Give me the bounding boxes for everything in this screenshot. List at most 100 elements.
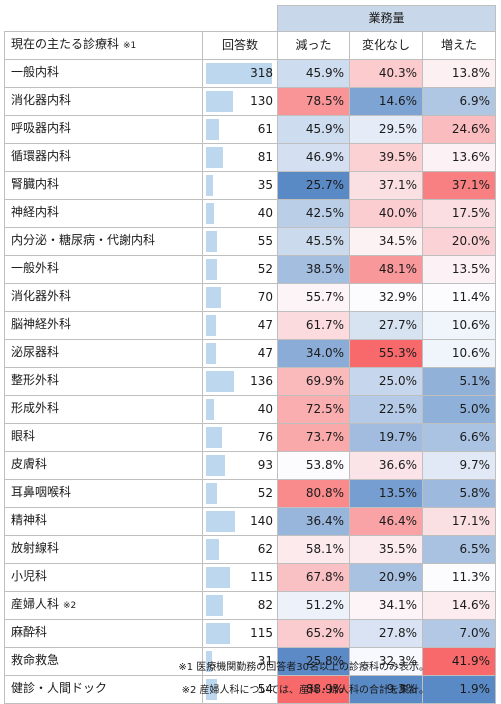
dept-cell: 産婦人科 ※2 [4,591,203,620]
dept-cell: 泌尿器科 [4,339,203,368]
increased-cell: 5.1% [421,367,497,396]
dept-column-label: 現在の主たる診療科 [11,37,120,51]
count-value: 70 [257,290,273,304]
dept-name: 形成外科 [11,401,60,415]
increased-cell: 6.6% [421,423,497,452]
unchanged-cell: 22.5% [349,395,423,424]
table-row: 脳神経外科 47 61.7% 27.7% 10.6% [4,311,497,340]
dept-note: ※2 [63,601,77,611]
count-value: 40 [257,402,273,416]
table-row: 眼科 76 73.7% 19.7% 6.6% [4,423,497,452]
count-column-header: 回答数 [202,31,278,60]
dept-name: 消化器内科 [11,93,72,107]
workload-table: 業務量 現在の主たる診療科 ※1 回答数 減った 変化なし 増えた 一般内科 318… [4,5,497,704]
count-cell: 55 [202,227,278,256]
count-bar [206,147,223,168]
table-body: 一般内科 318 45.9% 40.3% 13.8% 消化器内科 130 78.5% 14.6%… [4,59,497,704]
count-bar [206,287,221,308]
increased-cell: 17.5% [421,199,497,228]
dept-column-header: 現在の主たる診療科 ※1 [4,31,203,60]
dept-name: 一般外科 [11,261,60,275]
decreased-cell: 67.8% [277,563,350,592]
dept-name: 神経内科 [11,205,60,219]
count-value: 61 [257,122,273,136]
unchanged-cell: 40.3% [349,59,423,88]
footnote-2: ※2 産婦人科については、産科・婦人科の合計を集計。 [181,685,429,696]
count-cell: 140 [202,507,278,536]
unchanged-cell: 25.0% [349,367,423,396]
decreased-cell: 38.5% [277,255,350,284]
count-cell: 130 [202,87,278,116]
dept-name: 消化器外科 [11,289,72,303]
dept-name: 呼吸器内科 [11,121,72,135]
count-bar [206,231,218,252]
unchanged-cell: 27.7% [349,311,423,340]
decreased-cell: 25.7% [277,171,350,200]
count-cell: 115 [202,619,278,648]
unchanged-cell: 36.6% [349,451,423,480]
count-cell: 47 [202,339,278,368]
unchanged-column-header: 変化なし [349,31,423,60]
increased-cell: 13.6% [421,143,497,172]
unchanged-cell: 9.3% [349,675,423,704]
dept-cell: 救命救急 [4,647,203,676]
count-value: 55 [257,234,273,248]
dept-cell: 一般内科 [4,59,203,88]
table-row: 腎臓内科 35 25.7% 37.1% 37.1% [4,171,497,200]
decreased-cell: 73.7% [277,423,350,452]
count-bar [206,567,230,588]
increased-cell: 10.6% [421,311,497,340]
decreased-cell: 72.5% [277,395,350,424]
dept-cell: 放射線科 [4,535,203,564]
increased-cell: 41.9% [421,647,497,676]
table-row: 耳鼻咽喉科 52 80.8% 13.5% 5.8% [4,479,497,508]
count-cell: 93 [202,451,278,480]
dept-cell: 形成外科 [4,395,203,424]
count-value: 136 [250,374,273,388]
dept-name: 一般内科 [11,65,60,79]
unchanged-cell: 27.8% [349,619,423,648]
decreased-column-header: 減った [277,31,350,60]
table-row: 麻酔科 115 65.2% 27.8% 7.0% [4,619,497,648]
count-cell: 76 [202,423,278,452]
table-row: 産婦人科 ※2 82 51.2% 34.1% 14.6% [4,591,497,620]
count-value: 130 [250,94,273,108]
count-cell: 115 [202,563,278,592]
unchanged-cell: 32.9% [349,283,423,312]
count-bar [206,175,214,196]
increased-cell: 11.3% [421,563,497,592]
count-cell: 40 [202,395,278,424]
count-cell: 62 [202,535,278,564]
decreased-cell: 45.9% [277,59,350,88]
count-cell: 61 [202,115,278,144]
unchanged-cell: 37.1% [349,171,423,200]
header-blank-dept [4,5,203,32]
decreased-cell: 88.9% [277,675,350,704]
dept-cell: 耳鼻咽喉科 [4,479,203,508]
unchanged-cell: 32.3% [349,647,423,676]
table-row: 消化器外科 70 55.7% 32.9% 11.4% [4,283,497,312]
decreased-cell: 53.8% [277,451,350,480]
increased-cell: 6.9% [421,87,497,116]
count-cell: 82 [202,591,278,620]
count-bar [206,371,235,392]
unchanged-cell: 20.9% [349,563,423,592]
table-row: 循環器内科 81 46.9% 39.5% 13.6% [4,143,497,172]
dept-name: 救命救急 [11,653,60,667]
increased-cell: 14.6% [421,591,497,620]
decreased-cell: 36.4% [277,507,350,536]
dept-column-note: ※1 [123,41,137,51]
increased-cell: 7.0% [421,619,497,648]
dept-name: 麻酔科 [11,625,48,639]
table-row: 形成外科 40 72.5% 22.5% 5.0% [4,395,497,424]
count-value: 140 [250,514,273,528]
increased-cell: 5.0% [421,395,497,424]
decreased-cell: 61.7% [277,311,350,340]
table-row: 内分泌・糖尿病・代謝内科 55 45.5% 34.5% 20.0% [4,227,497,256]
count-bar [206,455,226,476]
unchanged-cell: 13.5% [349,479,423,508]
table-row: 救命救急 31 25.8% 32.3% 41.9% [4,647,497,676]
decreased-cell: 55.7% [277,283,350,312]
count-bar [206,203,215,224]
decreased-cell: 46.9% [277,143,350,172]
